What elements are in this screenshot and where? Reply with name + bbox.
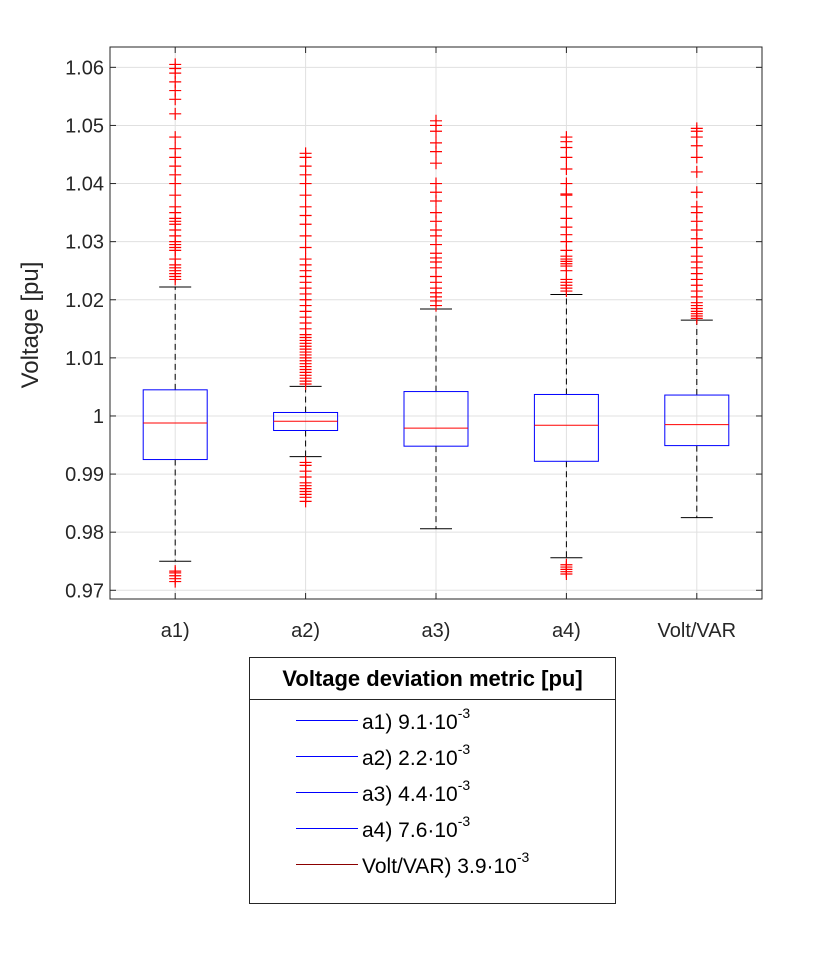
box-group	[664, 122, 730, 519]
y-tick-label: 1.05	[65, 115, 104, 137]
outlier-point	[560, 200, 573, 213]
legend-label: a2) 2.2·10-3	[362, 741, 471, 771]
y-tick-label: 1.01	[65, 348, 104, 370]
legend-label-exponent: -3	[457, 741, 471, 757]
outlier-point	[169, 58, 182, 71]
box-group	[533, 131, 599, 581]
legend-label: a1) 9.1·10-3	[362, 705, 471, 735]
box	[142, 389, 208, 461]
outlier-point	[690, 200, 703, 213]
outlier-point	[299, 147, 312, 160]
legend-swatch	[296, 828, 358, 829]
legend-swatch	[296, 720, 358, 721]
outlier-point	[169, 200, 182, 213]
x-tick-label: a4)	[552, 620, 581, 642]
outlier-point	[169, 142, 182, 155]
outlier-point	[690, 186, 703, 199]
boxplot-chart: 0.97 0.98 0.99 1 1.01 1.02 1.03 1.04 1.05 1.06 a1…	[17, 46, 763, 642]
y-tick-label: 1.06	[65, 57, 104, 79]
y-tick-label: 1	[93, 406, 104, 428]
box-group	[273, 147, 339, 508]
outlier-point	[430, 114, 442, 127]
x-tick-label: a2)	[291, 620, 320, 642]
box-group	[142, 58, 208, 588]
outlier-point	[560, 163, 573, 176]
legend-label-text: Volt/VAR) 3.9·10	[362, 855, 517, 878]
y-tick-label: 1.02	[65, 290, 104, 312]
outlier-point	[560, 558, 573, 571]
box-group	[403, 114, 469, 530]
outlier-point	[169, 565, 182, 578]
legend-label: Volt/VAR) 3.9·10-3	[362, 849, 530, 879]
outlier-point	[169, 107, 182, 120]
legend-label-text: a1) 9.1·10	[362, 711, 458, 734]
legend-swatch	[296, 792, 358, 793]
box	[533, 393, 599, 462]
legend-label-exponent: -3	[457, 705, 471, 721]
outlier-point	[690, 151, 703, 164]
outlier-point	[690, 165, 703, 178]
legend: Voltage deviation metric [pu] a1) 9.1·10…	[249, 657, 616, 904]
y-tick-label: 0.98	[65, 522, 104, 544]
x-axis: a1) a2) a3) a4) Volt/VAR	[161, 47, 736, 642]
outlier-point	[430, 206, 442, 219]
legend-entry: a4) 7.6·10-3	[250, 812, 615, 848]
y-tick-label: 1.03	[65, 232, 104, 254]
legend-label: a4) 7.6·10-3	[362, 813, 471, 843]
x-tick-label: a3)	[422, 620, 451, 642]
legend-label-exponent: -3	[457, 777, 471, 793]
y-tick-label: 0.99	[65, 464, 104, 486]
box	[403, 391, 469, 447]
box	[664, 394, 730, 447]
y-axis-label: Voltage [pu]	[17, 262, 44, 389]
outlier-point	[690, 122, 703, 135]
legend-entry: a2) 2.2·10-3	[250, 740, 615, 776]
outlier-point	[299, 200, 312, 213]
y-tick-label: 0.97	[65, 580, 104, 602]
x-tick-label: Volt/VAR	[658, 620, 737, 642]
outlier-point	[169, 131, 182, 144]
legend-title: Voltage deviation metric [pu]	[250, 658, 615, 700]
legend-swatch	[296, 756, 358, 757]
outlier-point	[299, 189, 312, 202]
legend-label-text: a3) 4.4·10	[362, 783, 458, 806]
outlier-point	[169, 189, 182, 202]
outlier-point	[430, 136, 442, 149]
outlier-point	[299, 253, 312, 266]
y-tick-label: 1.04	[65, 174, 104, 196]
outlier-point	[560, 212, 573, 225]
outlier-point	[560, 188, 573, 201]
legend-entry: a1) 9.1·10-3	[250, 704, 615, 740]
legend-entry: a3) 4.4·10-3	[250, 776, 615, 812]
legend-swatch	[296, 864, 358, 865]
outlier-point	[560, 131, 573, 144]
outlier-point	[299, 241, 312, 254]
legend-entry: Volt/VAR) 3.9·10-3	[250, 848, 615, 884]
x-tick-label: a1)	[161, 620, 190, 642]
box-series	[142, 58, 730, 588]
legend-label-exponent: -3	[516, 849, 530, 865]
legend-label-exponent: -3	[457, 813, 471, 829]
outlier-point	[430, 177, 442, 190]
outlier-point	[299, 229, 312, 242]
legend-label: a3) 4.4·10-3	[362, 777, 471, 807]
legend-label-text: a2) 2.2·10	[362, 747, 458, 770]
y-axis: 0.97 0.98 0.99 1 1.01 1.02 1.03 1.04 1.05 1.06	[65, 57, 762, 602]
outlier-point	[560, 177, 573, 190]
outlier-point	[430, 157, 442, 170]
outlier-point	[299, 456, 312, 469]
legend-label-text: a4) 7.6·10	[362, 819, 458, 842]
